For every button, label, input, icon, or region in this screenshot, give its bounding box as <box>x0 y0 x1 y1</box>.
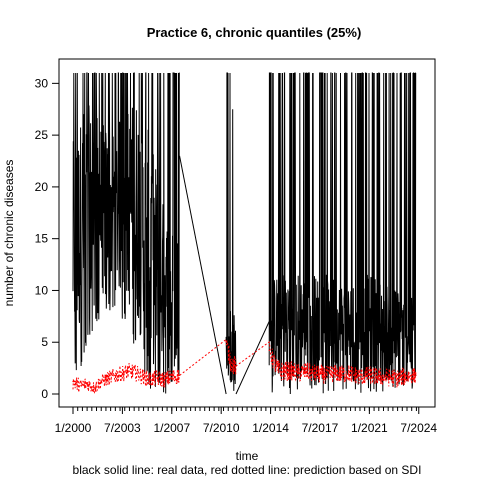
real-data-line-segment-2 <box>225 72 237 391</box>
x-tick-label: 1/2007 <box>153 421 190 435</box>
prediction-point <box>284 370 286 372</box>
prediction-point <box>100 380 102 383</box>
prediction-point <box>86 383 88 385</box>
plot-area <box>72 72 417 395</box>
prediction-point <box>326 374 328 376</box>
prediction-point <box>415 374 417 376</box>
real-data-gap-line-2 <box>235 321 270 395</box>
prediction-point <box>298 372 300 374</box>
y-tick-label: 5 <box>41 335 48 349</box>
y-tick-label: 25 <box>35 128 49 142</box>
chart-title: Practice 6, chronic quantiles (25%) <box>147 25 362 40</box>
real-data-gap-line-1 <box>179 155 227 395</box>
prediction-point <box>135 372 138 374</box>
prediction-point <box>164 378 166 381</box>
x-tick-label: 1/2000 <box>55 421 92 435</box>
prediction-point <box>404 375 406 377</box>
prediction-point <box>178 374 181 376</box>
prediction-point <box>312 372 314 374</box>
x-axis: 1/2000 7/2003 1/2007 7/2010 1/2014 7/2017 1/20… <box>55 407 437 435</box>
prediction-point <box>230 362 232 364</box>
prediction-point <box>171 376 173 379</box>
x-tick-label: 1/2014 <box>252 421 289 435</box>
prediction-point <box>150 378 152 381</box>
prediction-point <box>93 387 95 389</box>
y-axis-label: number of chronic diseases <box>2 160 16 307</box>
x-tick-label: 7/2017 <box>302 421 339 435</box>
prediction-point <box>128 370 131 372</box>
prediction-point <box>347 372 349 374</box>
y-tick-label: 15 <box>35 232 49 246</box>
y-tick-label: 10 <box>35 283 49 297</box>
y-axis: 0 5 10 15 20 25 30 <box>35 76 59 401</box>
prediction-point <box>72 380 74 383</box>
x-tick-label: 1/2021 <box>351 421 388 435</box>
prediction-series <box>72 338 417 395</box>
prediction-point <box>340 373 342 375</box>
prediction-point <box>79 385 81 387</box>
chart-caption: black solid line: real data, red dotted … <box>73 463 422 477</box>
prediction-point <box>268 349 270 352</box>
prediction-point <box>225 341 227 343</box>
prediction-point <box>277 369 279 371</box>
prediction-point <box>361 375 363 377</box>
real-data-line-segment-1 <box>72 72 180 394</box>
prediction-point <box>157 377 159 380</box>
prediction-point <box>107 377 109 380</box>
prediction-line <box>72 338 417 395</box>
prediction-point <box>291 370 293 372</box>
prediction-point <box>114 374 116 376</box>
prediction-point <box>121 372 123 374</box>
prediction-point <box>396 377 399 380</box>
real-data-series <box>72 72 417 395</box>
prediction-point <box>375 375 378 377</box>
prediction-point <box>389 376 392 379</box>
prediction-point <box>305 370 307 372</box>
prediction-point <box>235 365 237 367</box>
x-tick-label: 7/2010 <box>203 421 240 435</box>
x-axis-label: time <box>236 449 259 463</box>
prediction-point <box>368 374 370 376</box>
x-tick-label: 7/2003 <box>104 421 141 435</box>
x-tick-label: 7/2024 <box>400 421 437 435</box>
prediction-point <box>382 376 385 379</box>
prediction-point <box>142 376 145 379</box>
y-tick-label: 20 <box>35 180 49 194</box>
y-tick-label: 0 <box>41 387 48 401</box>
prediction-point <box>319 373 321 375</box>
prediction-point <box>354 374 356 376</box>
y-tick-label: 30 <box>35 76 49 90</box>
real-data-line-segment-3 <box>268 72 417 395</box>
prediction-point <box>333 372 335 374</box>
